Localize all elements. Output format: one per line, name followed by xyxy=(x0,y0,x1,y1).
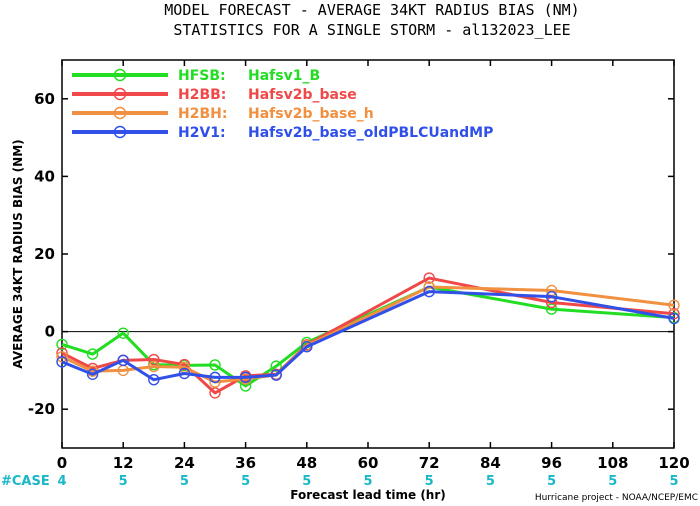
data-point xyxy=(148,374,160,386)
data-point xyxy=(668,299,680,311)
data-point xyxy=(209,371,221,384)
y-tick-label: 40 xyxy=(34,167,55,185)
x-tick-label: 60 xyxy=(358,454,379,472)
legend-swatch-marker xyxy=(113,125,127,139)
series-4 xyxy=(56,285,680,386)
data-point xyxy=(239,371,252,384)
data-point xyxy=(270,369,282,381)
case-count: 5 xyxy=(119,474,128,489)
y-tick-label: 60 xyxy=(34,90,55,108)
series-3 xyxy=(56,281,680,388)
x-tick-label: 48 xyxy=(296,454,317,472)
case-count: 5 xyxy=(241,474,250,489)
chart-title-line1: MODEL FORECAST - AVERAGE 34KT RADIUS BIA… xyxy=(164,1,579,19)
chart-title-line2: STATISTICS FOR A SINGLE STORM - al132023… xyxy=(173,21,570,39)
y-tick-label: 0 xyxy=(45,323,55,341)
data-point xyxy=(56,338,68,351)
y-axis-label: AVERAGE 34KT RADIUS BIAS (NM) xyxy=(11,139,25,368)
x-tick-label: 84 xyxy=(480,454,501,472)
data-point xyxy=(270,360,282,372)
x-tick-label: 24 xyxy=(174,454,195,472)
data-point xyxy=(301,341,313,353)
case-count: 5 xyxy=(302,474,311,489)
data-point xyxy=(209,359,221,371)
legend: HFSB: Hafsv1_B H2BB: Hafsv2b_base H2BH: Hafsv… xyxy=(72,68,493,141)
data-point xyxy=(86,368,99,380)
y-tick-label: -20 xyxy=(28,400,55,418)
legend-series-desc: Hafsv1_B xyxy=(248,68,320,84)
legend-swatch-marker xyxy=(113,87,127,101)
x-tick-label: 36 xyxy=(235,454,256,472)
case-count: 5 xyxy=(486,474,495,489)
data-point xyxy=(545,303,558,315)
series-1 xyxy=(56,281,680,392)
case-count: 5 xyxy=(608,474,617,489)
series-line xyxy=(61,285,675,388)
legend-series-name: H2BH: xyxy=(178,106,227,122)
legend-series-desc: Hafsv2b_base xyxy=(248,87,357,103)
data-point xyxy=(56,356,68,368)
x-axis-label: Forecast lead time (hr) xyxy=(290,488,446,502)
data-point xyxy=(148,353,160,366)
data-point xyxy=(86,348,99,360)
data-point xyxy=(668,308,680,320)
case-label: #CASE xyxy=(1,474,50,489)
case-count: 5 xyxy=(547,474,556,489)
legend-swatch-marker xyxy=(113,106,127,120)
y-tick-label: 20 xyxy=(34,245,55,263)
data-point xyxy=(209,387,221,399)
x-tick-label: 12 xyxy=(113,454,134,472)
legend-series-name: HFSB: xyxy=(178,68,226,84)
data-point xyxy=(423,272,435,284)
case-count: 5 xyxy=(425,474,434,489)
legend-series-name: H2BB: xyxy=(178,87,226,103)
legend-series-name: H2V1: xyxy=(178,125,226,141)
x-tick-label: 108 xyxy=(597,454,628,472)
data-point xyxy=(117,354,129,367)
x-tick-label: 96 xyxy=(541,454,562,472)
credit-text: Hurricane project - NOAA/NCEP/EMC xyxy=(535,493,698,503)
x-tick-label: 72 xyxy=(419,454,440,472)
case-count: 5 xyxy=(669,474,678,489)
legend-series-desc: Hafsv2b_base_h xyxy=(248,106,374,122)
data-point xyxy=(178,367,191,380)
data-point xyxy=(148,360,160,373)
data-point xyxy=(423,285,435,298)
x-tick-label: 0 xyxy=(57,454,67,472)
legend-swatch-marker xyxy=(113,68,127,82)
x-tick-label: 120 xyxy=(658,454,689,472)
data-point xyxy=(668,312,680,325)
legend-series-desc: Hafsv2b_base_oldPBLCUandMP xyxy=(248,125,493,141)
data-point xyxy=(545,290,558,303)
case-count: 5 xyxy=(180,474,189,489)
case-count: 4 xyxy=(57,474,66,489)
case-count: 5 xyxy=(363,474,372,489)
data-point xyxy=(117,327,129,339)
data-point xyxy=(56,351,68,363)
